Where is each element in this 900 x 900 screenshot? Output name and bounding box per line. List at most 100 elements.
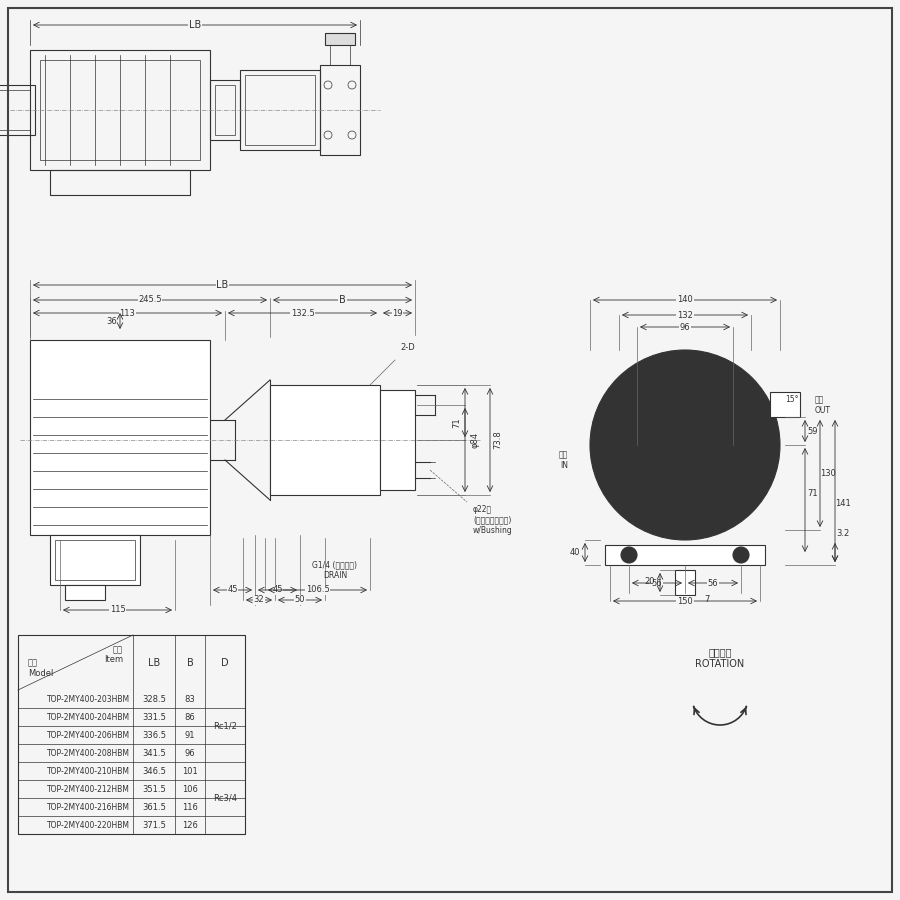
Text: 56: 56 xyxy=(652,579,662,588)
Circle shape xyxy=(733,547,749,563)
Bar xyxy=(770,392,800,417)
Text: LB: LB xyxy=(189,20,201,30)
Text: TOP-2MY400-212HBM: TOP-2MY400-212HBM xyxy=(47,785,130,794)
Bar xyxy=(18,635,245,834)
Text: 71: 71 xyxy=(807,489,818,498)
Text: 106.5: 106.5 xyxy=(306,586,329,595)
Bar xyxy=(30,50,210,170)
Bar xyxy=(210,80,240,140)
Text: 115: 115 xyxy=(110,606,125,615)
Text: 32: 32 xyxy=(254,596,265,605)
Bar xyxy=(50,170,190,195)
Text: 59: 59 xyxy=(808,427,818,436)
Text: 40: 40 xyxy=(570,548,580,557)
Text: 361.5: 361.5 xyxy=(142,803,166,812)
Text: 2-D: 2-D xyxy=(400,343,416,352)
Text: Rc3/4: Rc3/4 xyxy=(213,794,237,803)
Bar xyxy=(240,70,320,150)
Circle shape xyxy=(655,415,715,475)
Text: 71: 71 xyxy=(453,418,462,428)
Text: 36: 36 xyxy=(106,318,117,327)
Bar xyxy=(215,85,235,135)
Text: TOP-2MY400-203HBM: TOP-2MY400-203HBM xyxy=(47,695,130,704)
Bar xyxy=(65,585,105,600)
Text: 吸入
IN: 吸入 IN xyxy=(559,450,568,470)
Text: 132.5: 132.5 xyxy=(291,309,314,318)
Text: 86: 86 xyxy=(184,713,195,722)
Text: 141: 141 xyxy=(835,499,850,508)
Text: 140: 140 xyxy=(677,295,693,304)
Circle shape xyxy=(615,375,755,515)
Text: TOP-2MY400-204HBM: TOP-2MY400-204HBM xyxy=(47,713,130,722)
Text: 126: 126 xyxy=(182,821,198,830)
Circle shape xyxy=(673,433,697,457)
Text: 331.5: 331.5 xyxy=(142,713,166,722)
Bar xyxy=(245,75,315,145)
Circle shape xyxy=(639,400,657,418)
Text: ROTATION: ROTATION xyxy=(696,659,744,669)
Text: 328.5: 328.5 xyxy=(142,695,166,704)
Text: 341.5: 341.5 xyxy=(142,749,166,758)
Text: φ22穴
(ゴムブッシュ付)
w/Bushing: φ22穴 (ゴムブッシュ付) w/Bushing xyxy=(473,505,513,535)
Text: 7: 7 xyxy=(705,596,710,605)
Text: 150: 150 xyxy=(677,597,693,606)
Text: 45: 45 xyxy=(272,586,283,595)
Text: 回転方向: 回転方向 xyxy=(708,647,732,657)
Text: 245.5: 245.5 xyxy=(139,295,162,304)
Text: 132: 132 xyxy=(677,310,693,320)
Bar xyxy=(605,545,765,565)
Bar xyxy=(380,390,415,490)
Text: 吐出
OUT: 吐出 OUT xyxy=(815,395,831,415)
Text: 346.5: 346.5 xyxy=(142,767,166,776)
Text: D: D xyxy=(221,658,229,668)
Text: Rc1/2: Rc1/2 xyxy=(213,722,237,731)
Text: 15°: 15° xyxy=(785,395,799,404)
Text: TOP-2MY400-206HBM: TOP-2MY400-206HBM xyxy=(47,731,130,740)
Circle shape xyxy=(639,472,657,490)
Bar xyxy=(50,535,140,585)
Circle shape xyxy=(621,547,637,563)
Text: 73.8: 73.8 xyxy=(493,430,502,449)
Text: 19: 19 xyxy=(392,309,403,318)
Text: TOP-2MY400-210HBM: TOP-2MY400-210HBM xyxy=(47,767,130,776)
Text: 96: 96 xyxy=(680,322,690,331)
Text: 96: 96 xyxy=(184,749,195,758)
Text: TOP-2MY400-208HBM: TOP-2MY400-208HBM xyxy=(47,749,130,758)
Text: 336.5: 336.5 xyxy=(142,731,166,740)
Text: 形式
Model: 形式 Model xyxy=(28,659,53,678)
Circle shape xyxy=(590,350,780,540)
Text: 116: 116 xyxy=(182,803,198,812)
Bar xyxy=(0,85,35,135)
Text: G1/4 (ドレン穴)
DRAIN: G1/4 (ドレン穴) DRAIN xyxy=(312,561,357,580)
Bar xyxy=(30,340,210,535)
Text: 83: 83 xyxy=(184,695,195,704)
Text: 45: 45 xyxy=(227,586,238,595)
Text: 50: 50 xyxy=(295,596,305,605)
Text: LB: LB xyxy=(148,658,160,668)
Text: TOP-2MY400-216HBM: TOP-2MY400-216HBM xyxy=(47,803,130,812)
Bar xyxy=(270,385,380,495)
Text: 101: 101 xyxy=(182,767,198,776)
Text: 106: 106 xyxy=(182,785,198,794)
Text: 130: 130 xyxy=(820,469,836,478)
Text: φ84: φ84 xyxy=(471,432,480,448)
Bar xyxy=(675,570,695,595)
Text: 20: 20 xyxy=(644,578,655,587)
Text: 113: 113 xyxy=(120,309,135,318)
Bar xyxy=(325,33,355,45)
Text: 91: 91 xyxy=(184,731,195,740)
Text: 56: 56 xyxy=(707,579,718,588)
Text: 3.2: 3.2 xyxy=(836,529,850,538)
Bar xyxy=(0,90,30,130)
Text: LB: LB xyxy=(216,280,229,290)
Text: 351.5: 351.5 xyxy=(142,785,166,794)
Text: TOP-2MY400-220HBM: TOP-2MY400-220HBM xyxy=(47,821,130,830)
Text: B: B xyxy=(186,658,194,668)
Circle shape xyxy=(713,400,731,418)
Bar xyxy=(320,65,360,155)
Text: 371.5: 371.5 xyxy=(142,821,166,830)
Circle shape xyxy=(713,472,731,490)
Bar xyxy=(40,60,200,160)
Text: 項目
Item: 項目 Item xyxy=(104,645,123,664)
Bar xyxy=(55,540,135,580)
